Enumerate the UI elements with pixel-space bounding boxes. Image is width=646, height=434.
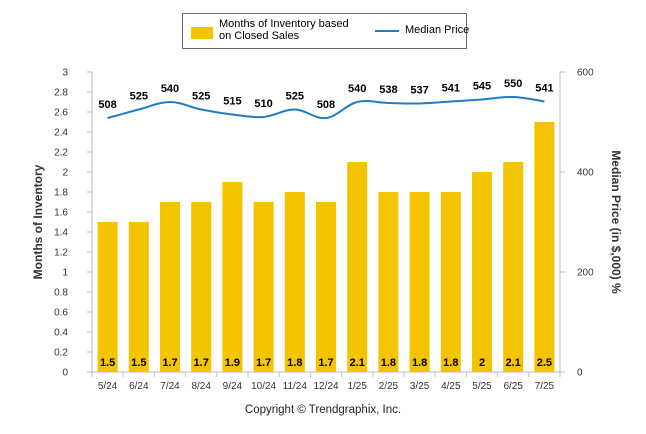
bar — [284, 192, 305, 372]
legend-line-swatch — [375, 30, 399, 32]
line-data-label: 515 — [223, 96, 241, 108]
y-tick-label-right: 200 — [577, 268, 594, 279]
bar — [347, 162, 368, 372]
y-tick-label-left: 0.2 — [54, 348, 68, 359]
line-data-label: 541 — [535, 83, 553, 95]
bar-data-label: 1.8 — [412, 357, 427, 369]
bar-data-label: 1.9 — [225, 357, 240, 369]
bar-data-label: 1.7 — [318, 357, 333, 369]
x-tick-label: 2/25 — [379, 381, 399, 392]
bar-data-label: 2.1 — [506, 357, 521, 369]
bar — [378, 192, 399, 372]
bar — [97, 222, 118, 372]
bar-data-label: 1.5 — [100, 357, 115, 369]
bar-data-label: 2 — [479, 357, 485, 369]
y-tick-label-right: 400 — [577, 168, 594, 179]
line-data-label: 550 — [504, 78, 522, 90]
y-tick-label-left: 0 — [62, 368, 68, 379]
y-axis-title-right: Median Price (in $,000) % — [609, 150, 623, 294]
x-tick-label: 6/24 — [129, 381, 149, 392]
x-tick-label: 11/24 — [283, 381, 308, 392]
y-tick-label-right: 600 — [577, 68, 594, 79]
legend-line-label: Median Price — [405, 24, 470, 36]
bar — [128, 222, 149, 372]
x-tick-label: 4/25 — [441, 381, 461, 392]
bar — [222, 182, 243, 372]
bar-data-label: 2.5 — [537, 357, 552, 369]
bar-data-label: 1.8 — [443, 357, 458, 369]
x-tick-label: 8/24 — [191, 381, 211, 392]
y-tick-label-left: 2.8 — [54, 88, 68, 99]
y-tick-label-left: 2.2 — [54, 148, 68, 159]
line-data-label: 525 — [192, 91, 210, 103]
x-tick-label: 3/25 — [410, 381, 430, 392]
y-tick-label-left: 0.8 — [54, 288, 68, 299]
x-tick-label: 9/24 — [223, 381, 243, 392]
x-tick-label: 6/25 — [503, 381, 523, 392]
legend-bar-label: Months of Inventory based on Closed Sale… — [219, 18, 349, 42]
x-tick-label: 7/25 — [535, 381, 555, 392]
bar — [316, 202, 336, 372]
y-tick-label-left: 0.4 — [54, 328, 68, 339]
line-data-label: 540 — [161, 83, 179, 95]
bar — [440, 192, 461, 372]
y-tick-label-left: 2.6 — [54, 108, 68, 119]
bar — [472, 172, 492, 372]
line-data-label: 540 — [348, 83, 366, 95]
bar — [191, 202, 212, 372]
bar — [253, 202, 274, 372]
line-data-label: 525 — [286, 91, 304, 103]
y-tick-label-left: 1.4 — [54, 228, 68, 239]
x-tick-label: 12/24 — [313, 381, 338, 392]
y-tick-label-left: 0.6 — [54, 308, 68, 319]
bar-data-label: 1.8 — [287, 357, 302, 369]
line-data-label: 537 — [410, 85, 428, 97]
bar-data-label: 1.7 — [194, 357, 209, 369]
y-tick-label-left: 1.8 — [54, 188, 68, 199]
y-tick-label-left: 1.6 — [54, 208, 68, 219]
y-tick-label-left: 3 — [62, 68, 68, 79]
bar-data-label: 2.1 — [350, 357, 365, 369]
y-tick-label-right: 0 — [577, 368, 583, 379]
line-data-label: 538 — [379, 84, 397, 96]
y-axis-title-left: Months of Inventory — [31, 164, 45, 279]
x-tick-label: 5/24 — [98, 381, 118, 392]
bar — [409, 192, 430, 372]
bar — [534, 122, 555, 372]
x-tick-label: 5/25 — [472, 381, 492, 392]
line-data-label: 525 — [130, 91, 148, 103]
line-data-label: 508 — [317, 99, 335, 111]
copyright-text: Copyright © Trendgraphix, Inc. — [244, 404, 402, 416]
legend: Months of Inventory based on Closed Sale… — [182, 13, 470, 49]
line-data-label: 508 — [98, 99, 116, 111]
bar — [160, 202, 180, 372]
bar — [503, 162, 524, 372]
bar-data-label: 1.8 — [381, 357, 396, 369]
line-data-label: 510 — [254, 98, 272, 110]
bar-data-label: 1.7 — [162, 357, 177, 369]
y-tick-label-left: 2.4 — [54, 128, 68, 139]
y-tick-label-left: 1.2 — [54, 248, 68, 259]
x-tick-label: 1/25 — [347, 381, 367, 392]
y-tick-label-left: 2 — [62, 168, 68, 179]
x-tick-label: 10/24 — [251, 381, 276, 392]
line-data-label: 545 — [473, 81, 491, 93]
legend-bar-swatch — [191, 27, 213, 39]
line-data-label: 541 — [442, 83, 460, 95]
bar-data-label: 1.5 — [131, 357, 146, 369]
y-tick-label-left: 1 — [62, 268, 68, 279]
median-price-line — [107, 95, 545, 120]
bar-data-label: 1.7 — [256, 357, 271, 369]
x-tick-label: 7/24 — [160, 381, 180, 392]
